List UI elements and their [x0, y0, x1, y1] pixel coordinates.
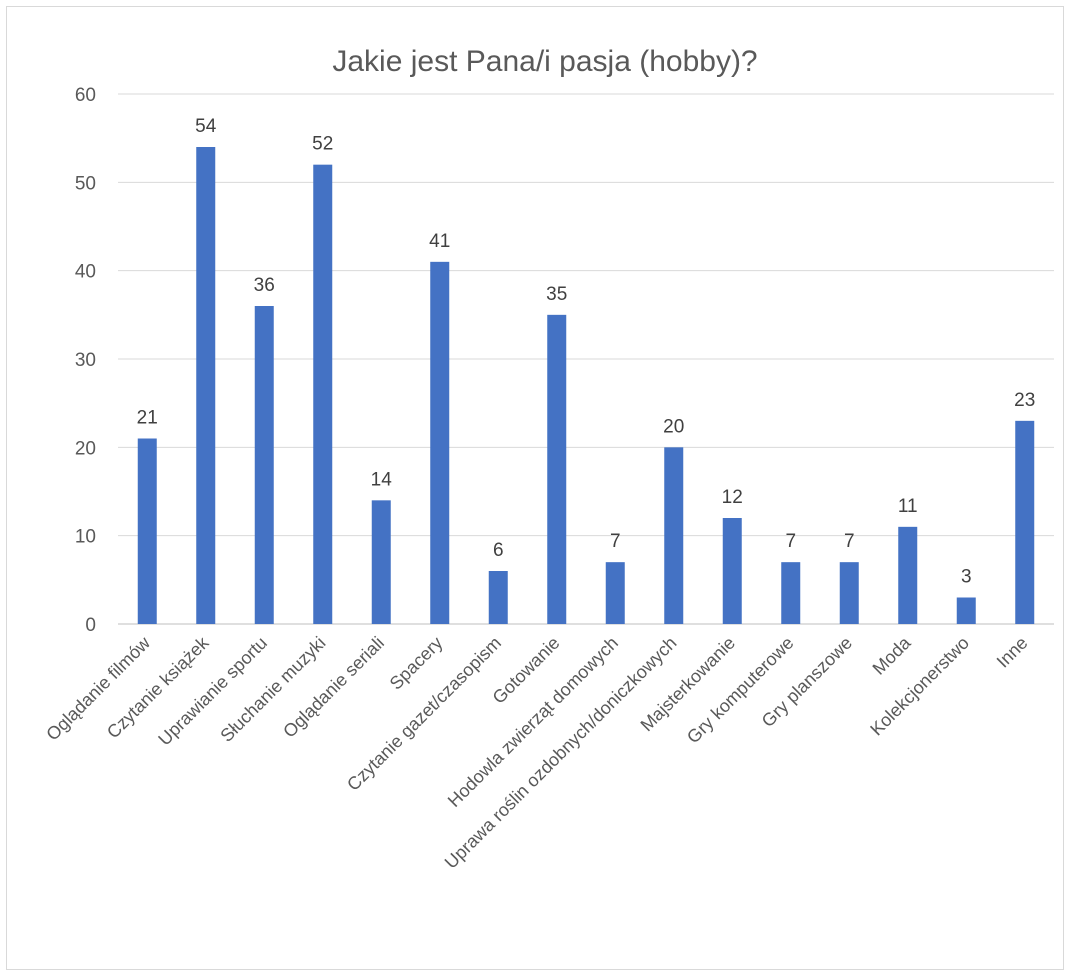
data-label: 36	[254, 275, 275, 296]
data-label: 7	[610, 531, 621, 552]
data-label: 12	[722, 487, 743, 508]
category-label: Kolekcjonerstwo	[866, 633, 973, 740]
category-label: Oglądanie filmów	[42, 632, 154, 744]
y-tick-label: 50	[75, 173, 96, 194]
data-label: 14	[371, 469, 393, 490]
category-label: Moda	[869, 632, 916, 679]
bar	[196, 147, 216, 624]
category-label: Uprawianie sportu	[154, 633, 271, 750]
data-label: 52	[312, 134, 333, 155]
y-tick-label: 20	[75, 438, 96, 459]
data-label: 35	[546, 284, 567, 305]
data-label: 21	[137, 408, 158, 429]
bar	[313, 164, 333, 624]
y-tick-label: 60	[75, 85, 96, 106]
bar	[371, 500, 391, 624]
category-label: Inne	[993, 633, 1032, 672]
gridlines	[118, 93, 1054, 625]
bar	[547, 314, 567, 624]
y-axis-tick-labels: 0 10 20 30 40 50 60	[75, 85, 96, 636]
data-label: 7	[785, 531, 796, 552]
category-label: Czytanie książek	[103, 632, 213, 742]
bar	[722, 518, 742, 624]
bar	[781, 562, 801, 624]
data-label: 41	[429, 231, 450, 252]
data-label: 6	[493, 540, 504, 561]
data-label: 11	[898, 496, 918, 517]
data-label: 54	[195, 116, 217, 137]
data-label: 3	[961, 567, 972, 588]
y-tick-label: 10	[75, 527, 96, 548]
y-tick-label: 40	[75, 262, 96, 283]
bar	[488, 571, 508, 624]
bar	[898, 526, 918, 624]
bars	[137, 147, 1035, 624]
y-tick-label: 0	[85, 615, 96, 636]
bar	[137, 438, 157, 624]
bar	[664, 447, 684, 624]
bar	[605, 562, 625, 624]
bar	[254, 306, 274, 624]
bar	[839, 562, 859, 624]
data-labels: 21 54 36 52 14 41 6 35 7 20 12 7 7 11 3 23	[137, 116, 1036, 588]
category-label: Słuchanie muzyki	[216, 633, 329, 746]
chart-title: Jakie jest Pana/i pasja (hobby)?	[332, 45, 757, 78]
category-label: Gry komputerowe	[683, 633, 798, 748]
data-label: 7	[844, 531, 855, 552]
bar	[430, 261, 450, 624]
bar	[956, 597, 976, 624]
bar	[1015, 420, 1035, 624]
y-tick-label: 30	[75, 350, 96, 371]
category-label: Spacery	[386, 633, 447, 694]
category-label: Oglądanie seriali	[279, 633, 388, 742]
data-label: 23	[1014, 390, 1035, 411]
data-label: 20	[663, 416, 684, 437]
chart-area	[6, 6, 1064, 970]
